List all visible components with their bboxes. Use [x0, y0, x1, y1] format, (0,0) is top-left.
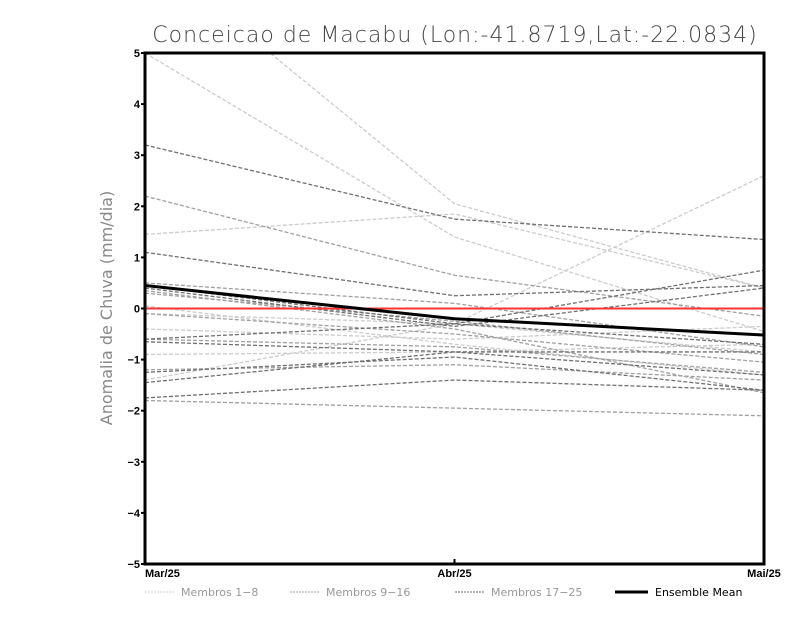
y-tick-label: −4	[127, 508, 140, 520]
member-line-3-9	[145, 379, 764, 399]
legend-label: Ensemble Mean	[655, 586, 742, 599]
member-line-3-1	[145, 144, 764, 241]
member-line-3-2	[145, 251, 764, 297]
y-tick-label: −5	[127, 559, 140, 571]
member-line-1-1	[269, 53, 764, 289]
y-tick-label: 0	[134, 304, 140, 316]
chart-title: Conceicao de Macabu (Lon:-41.8719,Lat:-2…	[152, 23, 757, 48]
member-line-3-4	[145, 287, 764, 328]
y-tick-label: 3	[134, 150, 140, 162]
x-ticks: Mar/25 Abr/25 Mai/25	[144, 559, 781, 580]
member-line-1-3	[145, 213, 764, 289]
member-line-2-7	[145, 399, 764, 417]
member-line-3-3	[145, 269, 764, 325]
member-line-2-8	[145, 289, 764, 394]
member-line-2-4	[145, 312, 764, 363]
legend-label: Membros 1−8	[181, 586, 258, 599]
member-line-1-8	[145, 305, 764, 376]
member-line-2-1	[145, 195, 764, 317]
member-line-2-3	[145, 292, 764, 356]
member-line-2-5	[145, 338, 764, 374]
member-line-3-8	[145, 351, 764, 384]
member-line-1-2	[145, 53, 764, 333]
y-tick-label: −3	[127, 457, 140, 469]
member-line-3-5	[145, 323, 764, 345]
legend-label: Membros 9−16	[326, 586, 410, 599]
y-tick-label: −2	[127, 406, 140, 418]
y-tick-label: 2	[134, 201, 140, 213]
x-tick-label: Mar/25	[145, 568, 180, 580]
member-line-3-7	[145, 356, 764, 391]
y-tick-label: 5	[134, 48, 140, 60]
y-ticks: 5 4 3 2 1 0 −1 −2 −3 −4 −5	[127, 48, 145, 571]
member-line-1-5	[145, 325, 764, 340]
legend: Membros 1−8 Membros 9−16 Membros 17−25 Ense…	[145, 586, 742, 599]
y-tick-label: 4	[134, 99, 141, 111]
y-tick-label: 1	[134, 252, 140, 264]
member-line-1-6	[145, 343, 764, 356]
member-line-2-2	[145, 282, 764, 348]
y-axis-label: Anomalia de Chuva (mm/dia)	[97, 191, 116, 425]
x-tick-label: Mai/25	[747, 568, 781, 580]
y-tick-label: −1	[127, 355, 140, 367]
plot-lines	[145, 53, 764, 417]
ensemble-mean-line	[145, 284, 764, 337]
member-line-2-6	[145, 364, 764, 381]
x-tick-label: Abr/25	[437, 568, 471, 580]
member-line-3-6	[145, 341, 764, 353]
legend-label: Membros 17−25	[491, 586, 582, 599]
